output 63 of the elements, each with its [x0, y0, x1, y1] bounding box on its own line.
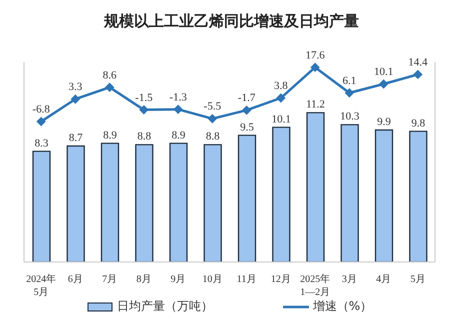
x-tick-label: 9月 [170, 274, 186, 285]
bar [374, 129, 394, 262]
point [174, 104, 183, 114]
x-tick-label: 4月 [376, 274, 392, 285]
x-tick-label: 2024年 5月 [26, 273, 56, 298]
x-tick-label: 3月 [342, 274, 357, 285]
data-label: 3.3 [68, 81, 83, 94]
data-label: 8.8 [206, 130, 220, 143]
data-label: 9.9 [377, 116, 392, 128]
point [413, 70, 422, 79]
point [105, 82, 114, 92]
data-label: 8.3 [34, 137, 49, 150]
bar [272, 126, 290, 262]
data-label: 9.5 [240, 121, 254, 134]
bar [238, 134, 256, 262]
bar [204, 144, 222, 262]
bar [306, 112, 325, 262]
x-tick-label: 12月 [270, 274, 291, 285]
data-label: 8.9 [172, 129, 186, 142]
legend-label: 增速（%） [312, 298, 372, 315]
point [310, 62, 320, 72]
data-label: 10.1 [272, 113, 291, 126]
data-label: 8.7 [68, 132, 84, 144]
point [276, 94, 286, 102]
bar [135, 144, 154, 262]
data-label: -1.5 [135, 92, 154, 104]
chart-title: 规模以上工业乙烯同比增速及日均产量 [102, 12, 360, 32]
data-label: -1.7 [238, 92, 256, 104]
data-label: 8.6 [102, 69, 117, 82]
data-label: -6.8 [32, 104, 50, 116]
bar [32, 150, 51, 262]
point [139, 105, 148, 114]
point [344, 88, 354, 98]
data-label: 14.4 [408, 56, 428, 68]
bar [169, 142, 188, 262]
x-tick-label: 5月 [410, 274, 426, 285]
x-tick-label: 10月 [202, 274, 222, 285]
x-tick-label: 2025年 1—2月 [300, 273, 330, 298]
data-label: 8.8 [137, 130, 152, 143]
data-label: 6.1 [342, 74, 356, 87]
data-label: 9.8 [411, 117, 426, 130]
bar [66, 145, 85, 262]
bar [409, 130, 428, 262]
data-label: 10.3 [340, 110, 360, 123]
point [36, 117, 46, 126]
point [379, 80, 388, 88]
data-label: -1.3 [169, 91, 188, 104]
data-label: 8.9 [103, 129, 118, 142]
data-label: -5.5 [204, 100, 222, 113]
data-label: 11.2 [306, 98, 325, 111]
bar [340, 124, 359, 262]
data-label: 3.8 [274, 80, 288, 92]
x-tick-label: 7月 [102, 274, 118, 285]
point [70, 94, 80, 104]
bar [100, 142, 120, 262]
x-tick-label: 8月 [136, 274, 152, 285]
legend-label: 日均产量（万吨） [116, 298, 213, 315]
x-tick-label: 6月 [68, 274, 83, 285]
data-label: 10.1 [374, 66, 394, 78]
point [242, 106, 252, 115]
x-tick-label: 11月 [236, 274, 256, 285]
data-label: 17.6 [306, 49, 326, 62]
point [208, 114, 217, 124]
